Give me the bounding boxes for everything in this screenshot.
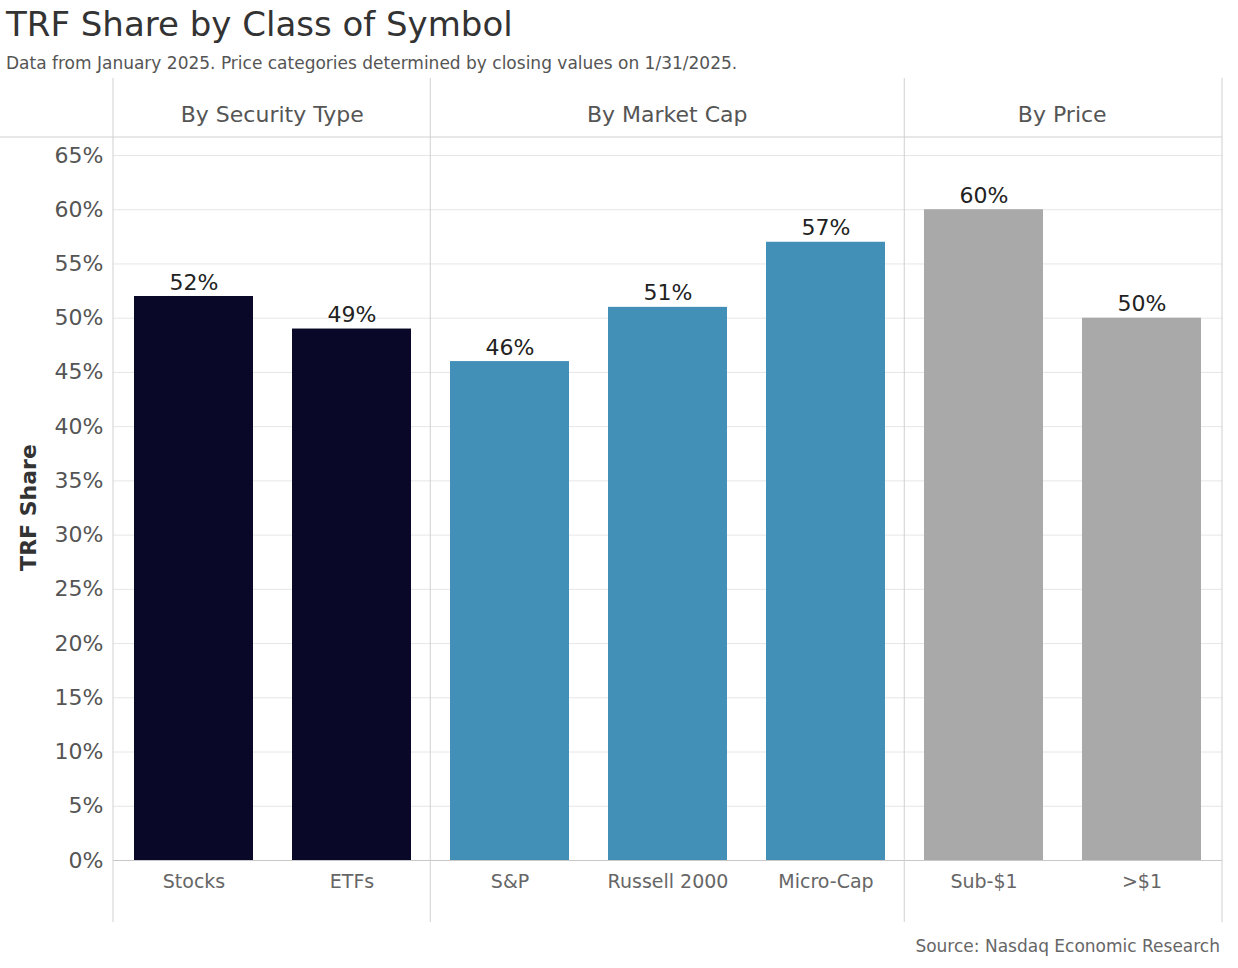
svg-text:15%: 15% <box>55 685 104 710</box>
svg-text:40%: 40% <box>55 414 104 439</box>
svg-text:57%: 57% <box>802 215 851 240</box>
svg-text:50%: 50% <box>55 305 104 330</box>
html-text:TRF Share by Class of Symbol: TRF Share by Class of Symbol <box>6 4 513 44</box>
svg-text:By Market Cap: By Market Cap <box>587 102 748 127</box>
svg-text:51%: 51% <box>644 280 693 305</box>
svg-text:30%: 30% <box>55 522 104 547</box>
svg-text:20%: 20% <box>55 631 104 656</box>
svg-text:S&P: S&P <box>491 870 529 892</box>
svg-text:0%: 0% <box>69 848 104 873</box>
svg-text:46%: 46% <box>486 335 535 360</box>
svg-text:60%: 60% <box>960 183 1009 208</box>
svg-text:Micro-Cap: Micro-Cap <box>778 870 873 892</box>
html-text:Source: Nasdaq Economic Resear: Source: Nasdaq Economic Research <box>915 936 1220 956</box>
svg-text:Russell 2000: Russell 2000 <box>608 870 729 892</box>
svg-text:TRF Share: TRF Share <box>16 444 41 571</box>
svg-text:Stocks: Stocks <box>163 870 225 892</box>
svg-text:>$1: >$1 <box>1122 870 1162 892</box>
svg-text:ETFs: ETFs <box>330 870 374 892</box>
svg-text:By Price: By Price <box>1018 102 1107 127</box>
svg-text:25%: 25% <box>55 576 104 601</box>
html-text:Data from January 2025. Price: Data from January 2025. Price categories… <box>6 53 738 73</box>
svg-text:49%: 49% <box>328 302 377 327</box>
svg-text:5%: 5% <box>69 793 104 818</box>
svg-text:65%: 65% <box>55 143 104 168</box>
svg-text:By Security Type: By Security Type <box>181 102 364 127</box>
svg-text:60%: 60% <box>55 197 104 222</box>
svg-text:45%: 45% <box>55 359 104 384</box>
svg-text:50%: 50% <box>1118 291 1167 316</box>
svg-text:Sub-$1: Sub-$1 <box>950 870 1017 892</box>
svg-text:55%: 55% <box>55 251 104 276</box>
svg-text:35%: 35% <box>55 468 104 493</box>
svg-text:10%: 10% <box>55 739 104 764</box>
svg-text:52%: 52% <box>170 270 219 295</box>
